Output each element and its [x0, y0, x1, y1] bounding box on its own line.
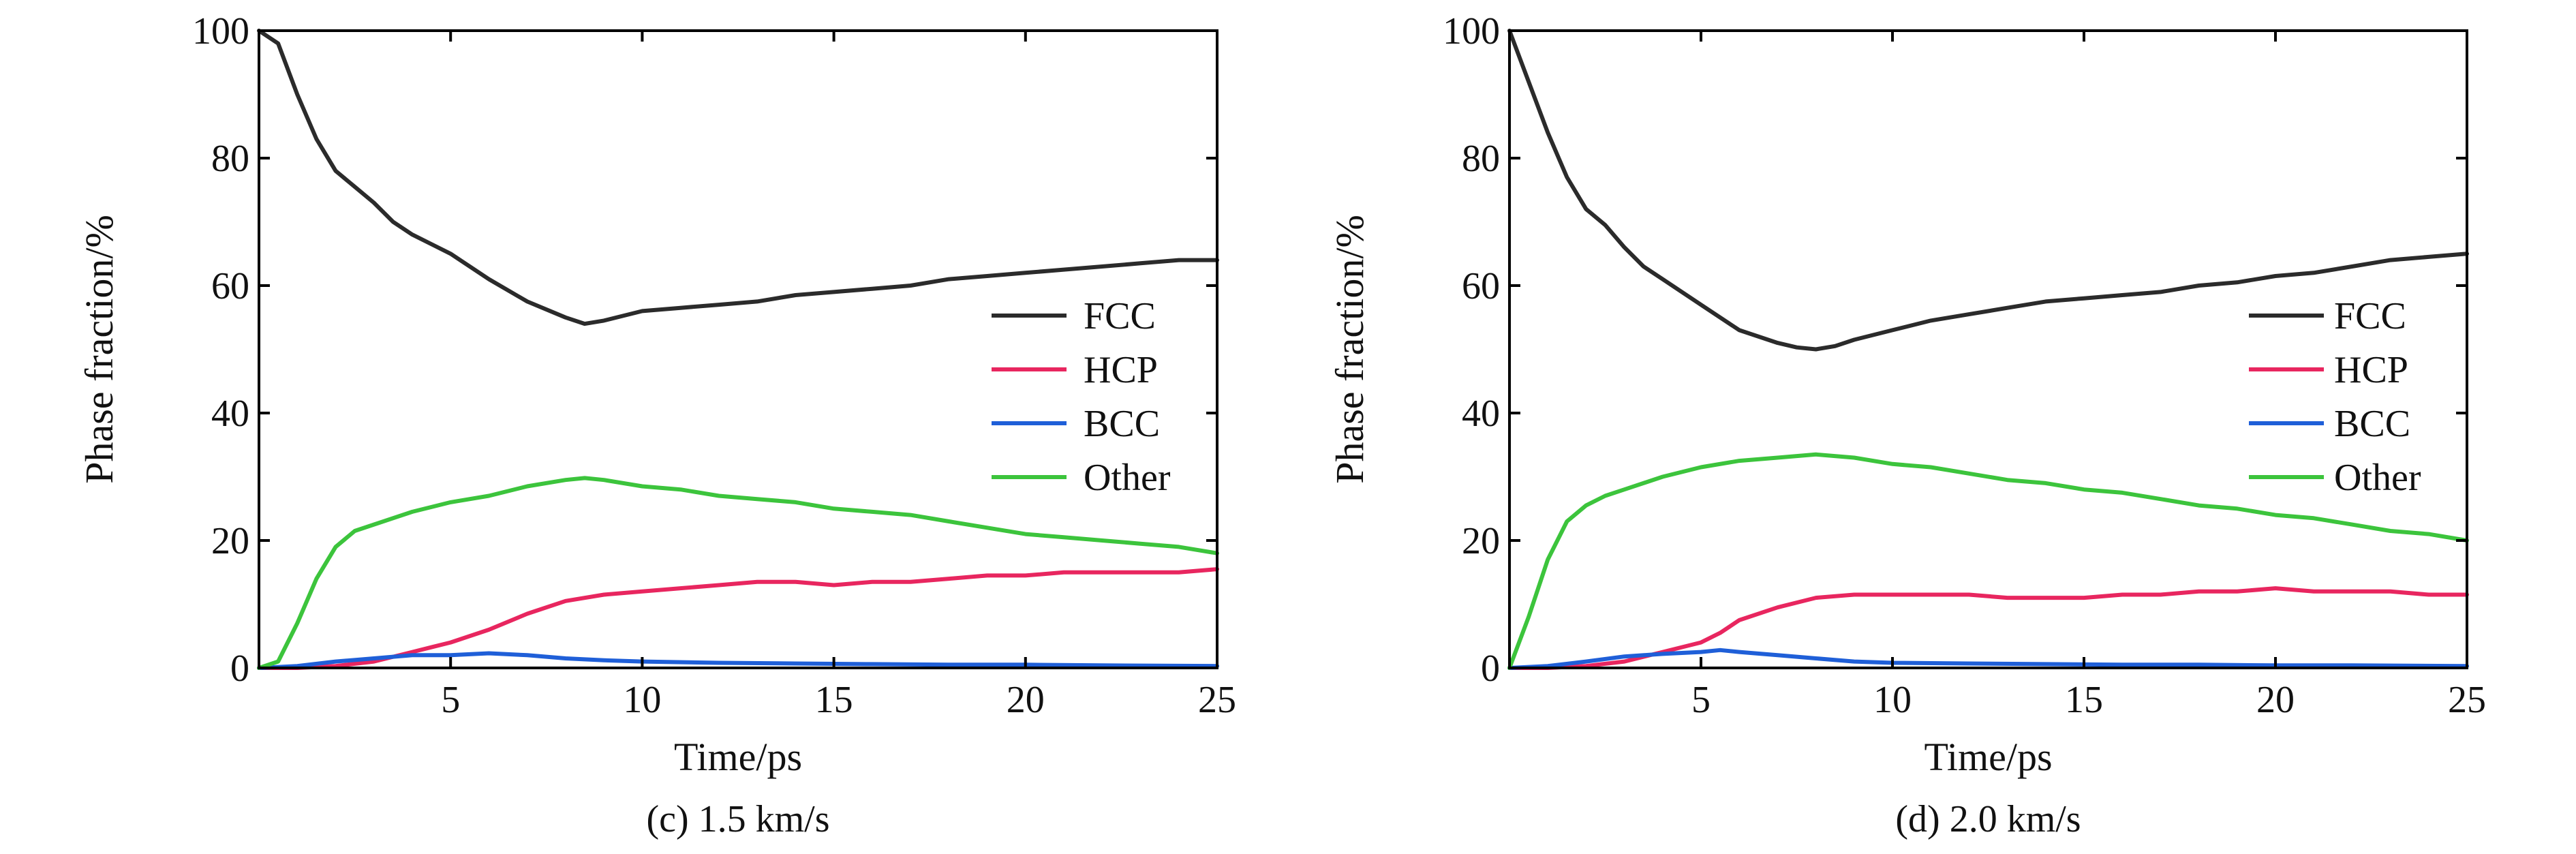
y-tick-label: 80 [1462, 138, 1500, 180]
series-line-other [257, 476, 1219, 670]
legend-label-bcc: BCC [1084, 403, 1160, 445]
y-tick-label: 60 [211, 265, 249, 307]
x-tick-label: 5 [1691, 679, 1711, 721]
series-line-bcc [1507, 647, 2469, 670]
y-tick-label: 0 [230, 647, 249, 690]
y-tick-label: 0 [1481, 647, 1500, 690]
panel-caption: (c) 1.5 km/s [646, 798, 829, 840]
legend: FCC HCP BCC Other [2249, 295, 2421, 499]
series-line-hcp [257, 567, 1219, 670]
y-tick-label: 40 [1462, 393, 1500, 435]
series-line-fcc [257, 29, 1219, 326]
x-tick-label: 15 [2065, 679, 2103, 721]
panel-caption: (d) 2.0 km/s [1895, 798, 2081, 840]
series-line-other [1507, 452, 2469, 670]
y-tick-label: 60 [1462, 265, 1500, 307]
series-line-fcc [1507, 29, 2469, 352]
legend-label-fcc: FCC [2334, 295, 2406, 337]
chart-panel-1: 0 20 40 60 80 100 5 10 15 20 25 Time/ps Phase fracti… [77, 10, 1236, 840]
x-tick-label: 15 [815, 679, 853, 721]
y-tick-label: 100 [1443, 10, 1500, 52]
chart-panel-2: 0 20 40 60 80 100 5 10 15 20 25 Time/ps Phase fracti… [1328, 10, 2486, 840]
x-axis-title: Time/ps [1924, 735, 2052, 779]
series-line-bcc [257, 651, 1219, 670]
legend-label-hcp: HCP [2334, 349, 2408, 391]
x-tick-label: 25 [2448, 679, 2486, 721]
y-axis-title: Phase fraction/% [1328, 215, 1372, 484]
x-axis-title: Time/ps [674, 735, 802, 779]
x-tick-label: 25 [1198, 679, 1236, 721]
x-tick-label: 10 [1873, 679, 1912, 721]
legend-label-other: Other [1084, 457, 1171, 499]
y-tick-label: 40 [211, 393, 249, 435]
x-tick-label: 10 [623, 679, 661, 721]
y-tick-label: 100 [192, 10, 249, 52]
x-tick-label: 20 [1007, 679, 1045, 721]
y-axis-title: Phase fraction/% [77, 215, 121, 484]
x-tick-label: 20 [2256, 679, 2295, 721]
y-tick-label: 20 [211, 520, 249, 562]
legend: FCC HCP BCC Other [992, 295, 1171, 499]
legend-label-fcc: FCC [1084, 295, 1156, 337]
series-line-hcp [1507, 586, 2469, 670]
legend-label-other: Other [2334, 457, 2421, 499]
legend-label-hcp: HCP [1084, 349, 1158, 391]
x-tick-label: 5 [441, 679, 460, 721]
y-tick-label: 20 [1462, 520, 1500, 562]
y-tick-label: 80 [211, 138, 249, 180]
plot-frame [258, 29, 1218, 669]
plot-frame [1508, 29, 2468, 669]
legend-label-bcc: BCC [2334, 403, 2410, 445]
